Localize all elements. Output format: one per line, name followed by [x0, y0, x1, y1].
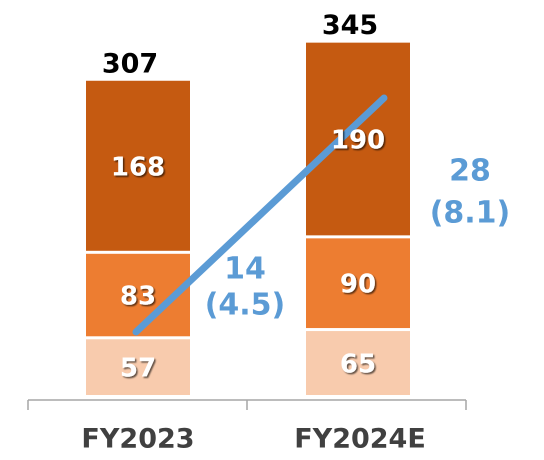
bar-segment: [306, 238, 410, 329]
segment-label: 190: [331, 126, 385, 156]
annotation: 14: [224, 252, 266, 287]
annotation-sub: (8.1): [430, 196, 511, 231]
bar-segment: [306, 42, 410, 236]
segment-label: 65: [340, 350, 376, 380]
annotation: 28: [449, 154, 491, 189]
segment-label: 90: [340, 270, 376, 300]
bars: [86, 42, 410, 395]
x-tick-label: FY2023: [81, 424, 194, 455]
segment-label: 83: [120, 282, 156, 312]
trend-line: [132, 94, 388, 336]
annotation-sub: (4.5): [205, 288, 286, 323]
x-tick-label: FY2024E: [294, 424, 426, 455]
segment-label: 57: [120, 354, 156, 384]
total-label: 345: [322, 10, 378, 41]
segment-label: 168: [111, 152, 165, 182]
total-label: 307: [102, 48, 158, 79]
bar-segment: [86, 80, 190, 251]
bar-segment: [86, 339, 190, 395]
labels: 57 83 168 307 FY2023 65 90 190 345 FY2024E 14(4.5)…: [81, 10, 510, 454]
bar-segment: [306, 331, 410, 395]
